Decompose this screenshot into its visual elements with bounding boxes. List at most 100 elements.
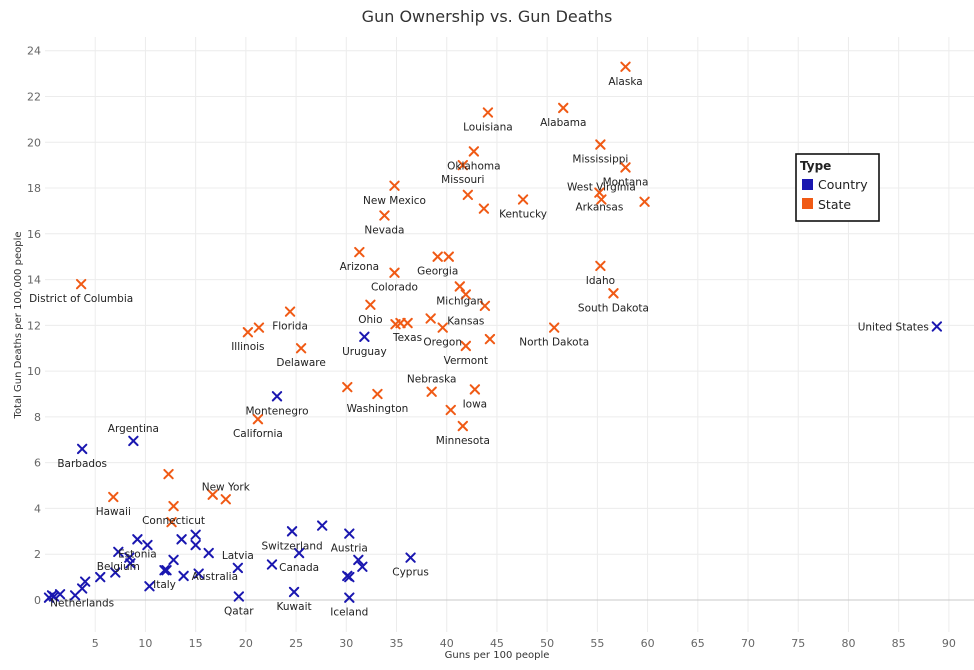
point-label: Uruguay (342, 346, 387, 358)
legend-title: Type (800, 159, 831, 173)
y-tick-label: 24 (27, 45, 41, 58)
legend: Type Country State (795, 153, 880, 222)
y-axis-label: Total Gun Deaths per 100,000 people (13, 232, 24, 420)
point-label: Austria (331, 543, 368, 555)
country-marker (54, 589, 66, 600)
state-marker (595, 139, 606, 150)
country-marker (353, 554, 364, 566)
point-label: Minnesota (436, 435, 490, 447)
state-marker (558, 102, 569, 114)
x-tick-label: 10 (138, 637, 152, 650)
x-tick-label: 70 (741, 637, 755, 650)
point-label: Switzerland (261, 540, 322, 552)
state-marker (445, 404, 456, 416)
x-tick-label: 25 (289, 637, 303, 650)
country-marker (233, 591, 245, 602)
point-label: Florida (272, 321, 308, 333)
country-marker (190, 539, 201, 551)
point-label: Arizona (340, 261, 379, 273)
x-axis-label: Guns per 100 people (445, 650, 550, 661)
country-marker (159, 565, 170, 576)
state-marker (426, 386, 437, 397)
y-tick-label: 22 (27, 91, 41, 104)
state-marker (242, 327, 254, 338)
x-tick-label: 80 (841, 637, 855, 650)
point-label: Australia (192, 571, 238, 583)
state-marker (462, 189, 474, 201)
state-marker (479, 300, 491, 312)
state-marker (432, 251, 443, 262)
state-marker (639, 196, 650, 207)
state-marker (365, 299, 376, 310)
country-marker (79, 576, 91, 587)
point-label: New Mexico (363, 195, 426, 207)
point-label: Cyprus (392, 567, 429, 579)
point-label: Estonia (118, 548, 157, 560)
point-label: Canada (279, 562, 319, 574)
point-label: Mississippi (572, 154, 628, 166)
state-marker (220, 494, 231, 505)
point-label: Illinois (231, 341, 264, 353)
point-label: West Virginia (567, 181, 636, 193)
x-tick-label: 15 (189, 637, 203, 650)
country-marker (142, 539, 153, 551)
point-label: Texas (392, 332, 422, 344)
state-marker (295, 343, 307, 354)
country-marker (48, 591, 60, 602)
state-marker (395, 317, 406, 329)
country-marker (76, 443, 88, 455)
point-label: Belgium (97, 561, 140, 573)
x-tick-label: 55 (590, 637, 604, 650)
country-marker (232, 562, 244, 574)
country-marker (266, 559, 278, 570)
country-marker (128, 435, 139, 447)
y-tick-label: 6 (34, 457, 41, 470)
point-label: United States (858, 321, 929, 333)
data-points (43, 61, 943, 603)
point-label: Montana (603, 176, 649, 188)
x-tick-label: 40 (440, 637, 454, 650)
state-marker (443, 251, 454, 262)
state-marker (484, 333, 496, 345)
state-marker (620, 162, 631, 173)
country-marker (288, 586, 300, 598)
state-marker (402, 317, 413, 329)
state-marker (379, 210, 390, 221)
state-marker (620, 61, 631, 72)
x-tick-label: 60 (641, 637, 655, 650)
country-marker (176, 534, 187, 545)
state-marker (517, 194, 529, 205)
point-label: New York (202, 481, 251, 493)
x-tick-label: 50 (540, 637, 554, 650)
x-tick-label: 45 (490, 637, 504, 650)
point-label: Washington (347, 403, 409, 415)
y-tick-label: 10 (27, 365, 41, 378)
point-label: Alaska (608, 76, 642, 88)
country-marker (161, 565, 172, 576)
y-tick-label: 20 (27, 136, 41, 149)
country-marker (95, 571, 106, 583)
country-marker (190, 529, 201, 540)
country-marker (316, 520, 328, 531)
legend-label-state: State (818, 197, 851, 212)
point-label: Iceland (330, 607, 368, 619)
state-marker (469, 384, 481, 395)
state-marker (437, 322, 448, 333)
state-marker (460, 340, 472, 352)
point-label: Missouri (441, 174, 484, 186)
axes: 5 10 15 20 25 30 35 40 45 50 55 60 65 70 75 80 85 9002468… (27, 45, 974, 650)
state-marker (389, 180, 400, 191)
state-marker (468, 146, 480, 157)
state-marker (108, 491, 119, 503)
state-marker (75, 278, 87, 290)
point-label: Oklahoma (447, 160, 500, 172)
x-tick-label: 30 (339, 637, 353, 650)
country-marker (178, 570, 189, 582)
y-tick-label: 2 (34, 548, 41, 561)
state-marker (284, 306, 296, 317)
country-marker (271, 391, 283, 402)
country-marker (359, 331, 370, 342)
point-label: Arkansas (575, 202, 623, 214)
point-label: North Dakota (519, 337, 589, 349)
